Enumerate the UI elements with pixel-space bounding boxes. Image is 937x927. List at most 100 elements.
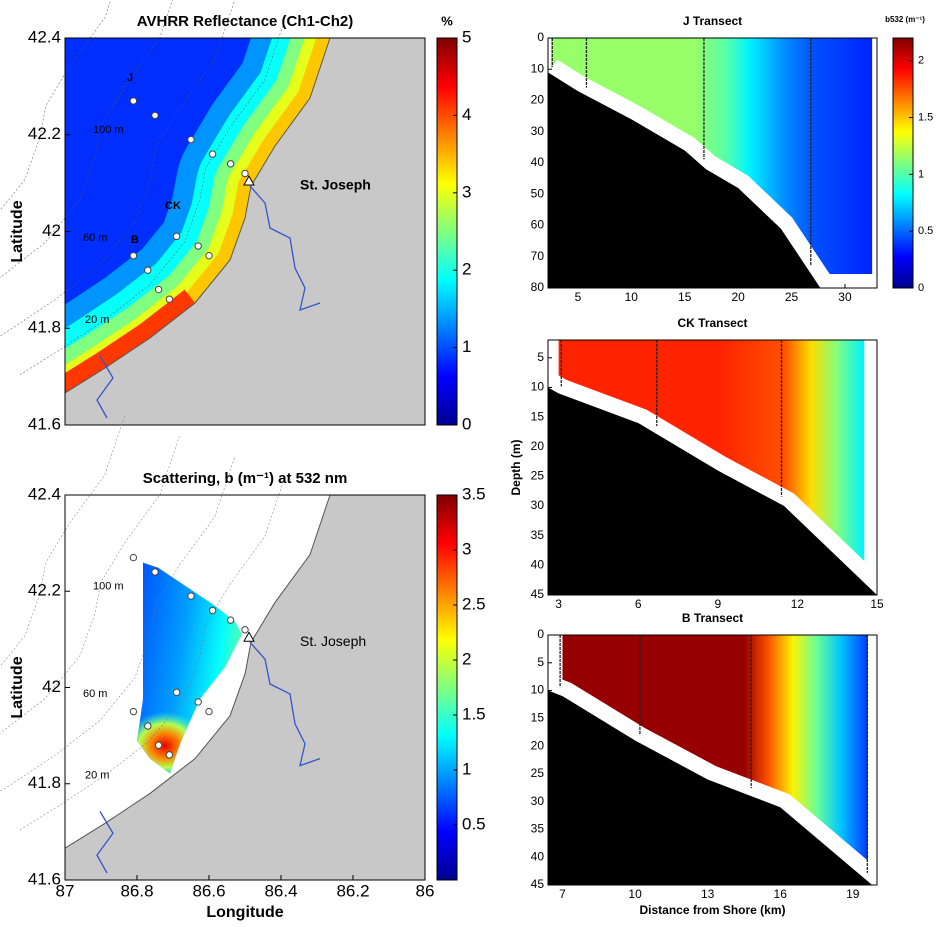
bottom: [548, 387, 877, 595]
y-tick-label: 30: [531, 124, 545, 138]
colorbar-tick-label: 3: [462, 182, 471, 201]
map-annotation: 100 m: [93, 580, 124, 592]
y-tick-label: 15: [531, 409, 545, 423]
bottom: [548, 72, 821, 288]
depth-contour: [0, 0, 180, 333]
colorbar-tick-label: 0.5: [462, 814, 486, 833]
colorbar-tick-label: 1: [918, 168, 924, 180]
y-tick-label: 40: [531, 155, 545, 169]
map-annotation: 60 m: [83, 688, 107, 700]
y-tick-label: 30: [531, 794, 545, 808]
axes-frame: [547, 634, 878, 886]
x-tick-label: 9: [714, 597, 721, 611]
station: [129, 553, 138, 562]
shoreline: [64, 494, 331, 849]
map-annotation: St. Joseph: [300, 633, 366, 649]
station: [154, 741, 163, 749]
y-tick-label: 35: [531, 822, 545, 836]
river: [96, 355, 114, 419]
station: [205, 707, 213, 716]
y-tick-label: 41.8: [28, 318, 61, 337]
colorbar-tick-label: 1: [462, 759, 471, 778]
colorbar-label: b532 (m⁻¹): [885, 15, 925, 24]
depth-contour: [0, 0, 125, 313]
x-tick-label: 86: [416, 881, 435, 900]
x-tick-label: 19: [846, 887, 860, 901]
y-tick-label: 30: [531, 498, 545, 512]
x-tick-label: 86.4: [264, 881, 297, 900]
colorbar-tick-label: 0.5: [918, 225, 933, 237]
colorbar-tick-label: 0: [918, 282, 924, 294]
station: [187, 592, 195, 600]
map-annotation: J: [127, 72, 133, 84]
x-tick-label: 12: [791, 597, 805, 611]
x-tick-label: 7: [559, 887, 566, 901]
x-tick-label: 86.2: [336, 881, 369, 900]
y-tick-label: 0: [537, 30, 544, 44]
station: [208, 150, 217, 158]
station: [144, 722, 152, 730]
chart-title: AVHRR Reflectance (Ch1-Ch2): [137, 13, 353, 30]
y-tick-label: 20: [531, 93, 545, 107]
river: [249, 641, 321, 767]
colorbar-tick-label: 1: [462, 337, 471, 356]
section-field: [548, 635, 877, 885]
colorbar: [436, 37, 458, 426]
colorbar-label: %: [441, 13, 453, 28]
chart-title: CK Transect: [677, 316, 747, 330]
y-tick-label: 10: [531, 683, 545, 697]
station: [165, 751, 174, 759]
y-tick-label: 45: [531, 587, 545, 601]
bottom: [548, 690, 873, 885]
station: [194, 698, 202, 706]
y-tick-label: 10: [531, 380, 545, 394]
y-tick-label: 41.6: [28, 414, 61, 433]
y-tick-label: 25: [531, 469, 545, 483]
land: [65, 38, 425, 425]
land: [65, 495, 425, 880]
x-tick-label: 20: [731, 290, 745, 304]
depth-contour: [0, 0, 235, 355]
station: [129, 97, 138, 105]
map-annotation: St. Joseph: [300, 177, 371, 193]
station: [208, 606, 217, 615]
colorbar-tick-label: 2: [462, 649, 471, 668]
x-tick-label: 16: [774, 887, 788, 901]
colorbar-tick-label: 2.5: [462, 594, 486, 613]
x-tick-label: 13: [701, 887, 715, 901]
station: [172, 688, 181, 697]
station: [194, 242, 202, 250]
station: [226, 616, 235, 624]
y-axis-label: Latitude: [9, 200, 26, 262]
station: [226, 160, 235, 168]
x-tick-label: 15: [870, 597, 884, 611]
y-tick-label: 80: [531, 280, 545, 294]
field-edge: [550, 677, 877, 885]
y-tick-label: 45: [531, 877, 545, 891]
y-tick-label: 25: [531, 766, 545, 780]
x-axis-label: Distance from Shore (km): [639, 903, 785, 917]
x-tick-label: 30: [838, 290, 852, 304]
y-tick-label: 60: [531, 218, 545, 232]
x-tick-label: 10: [625, 290, 639, 304]
chart-title: B Transect: [682, 611, 743, 625]
y-tick-label: 42.2: [28, 581, 61, 600]
y-tick-label: 40: [531, 558, 545, 572]
colorbar-tick-label: 4: [462, 105, 471, 124]
y-tick-label: 20: [531, 439, 545, 453]
y-tick-label: 42.4: [28, 27, 61, 46]
map-annotation: CK: [165, 200, 181, 212]
city-marker: [243, 174, 255, 186]
shoreline: [64, 37, 331, 394]
map-annotation: 60 m: [83, 232, 107, 244]
x-tick-label: 10: [628, 887, 642, 901]
x-tick-label: 5: [575, 290, 582, 304]
station: [151, 568, 159, 576]
colorbar-tick-label: 0: [462, 414, 471, 433]
y-axis-label: Latitude: [9, 656, 26, 718]
x-tick-label: 86.8: [120, 881, 153, 900]
chart-title: Scattering, b (m⁻¹) at 532 nm: [143, 470, 348, 487]
city-marker: [243, 631, 255, 642]
y-tick-label: 10: [531, 61, 545, 75]
field-strip: [812, 38, 873, 288]
